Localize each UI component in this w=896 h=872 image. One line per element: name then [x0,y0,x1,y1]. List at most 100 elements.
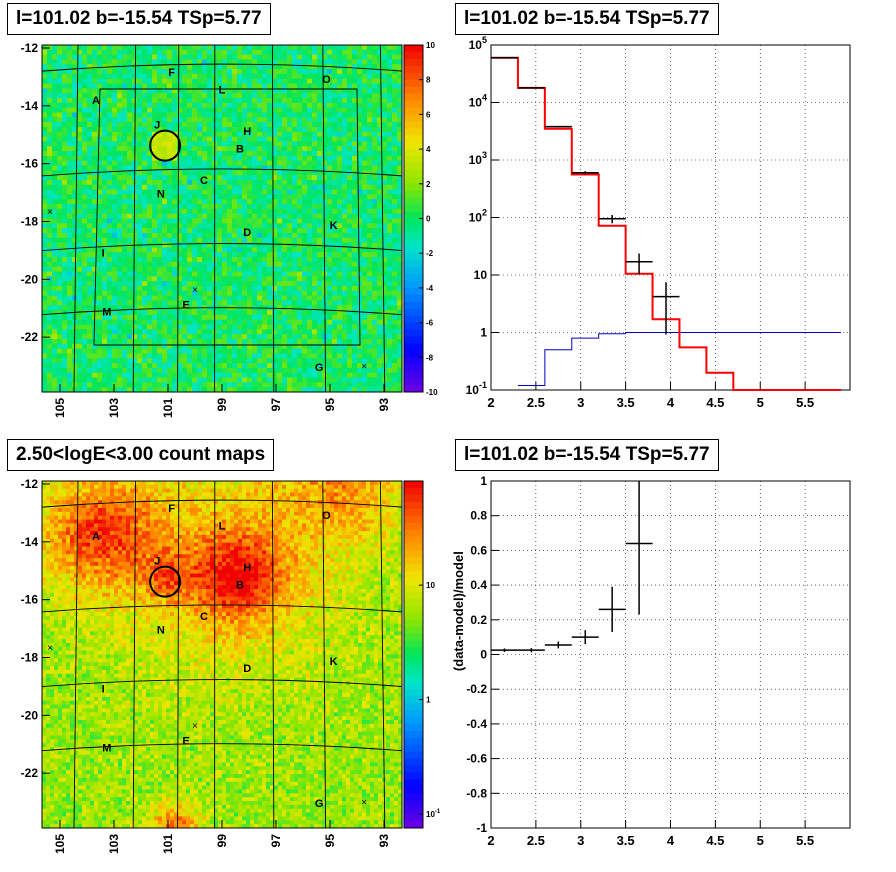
source-label: C [200,611,208,623]
target-circle [149,565,182,598]
y-tick-label: -18 [21,215,39,229]
y-tick-label: -18 [21,651,39,665]
x-tick-label: 105 [53,834,67,854]
colorbar-tick-label: -8 [426,353,434,362]
x-tick-label: 3 [577,395,584,410]
count-map-panel: A B C D E F G H I J K L M N O × × × -12 -14 -16 -18 -20 -22 105 1… [0,436,448,872]
colorbar-tick-label: 6 [426,110,431,119]
residual-ratio-panel: 2 2.5 3 3.5 4 4.5 5 5.5 1 0.8 0.6 0.4 0.2 0 -0.2 -0.4 -0… [448,436,896,872]
count-source-labels: A B C D E F G H I J K L M N O [92,503,338,810]
colorbar-tick-label: -2 [426,249,434,258]
x-tick-label: 2 [487,395,494,410]
target-circle [149,129,182,162]
grid-latitude-line [41,499,403,508]
x-tick-label: 2 [487,833,494,848]
y-tick-label: 0.6 [470,543,487,557]
grid-latitude-line [41,679,403,687]
source-label: B [236,580,244,592]
residual-coord-grid [41,44,403,393]
x-marker: × [47,207,53,218]
y-tick-label: -16 [21,593,39,607]
residual-pixels [42,45,403,393]
grid-longitude-line [271,44,275,393]
x-tick-label: 95 [323,834,337,848]
y-tick-label: -14 [21,535,39,549]
source-label: G [315,798,324,810]
source-label: K [330,220,338,232]
x-tick-label: 5.5 [796,833,814,848]
source-label: O [322,510,331,522]
y-tick-label: -22 [21,330,39,344]
count-pixels [42,481,403,829]
x-tick-label: 99 [215,834,229,848]
source-label: H [243,126,251,138]
source-label: M [102,743,111,755]
grid-longitude-line [322,44,327,393]
x-tick-label: 4 [667,833,675,848]
source-label: E [182,300,189,312]
y-tick-label: -22 [21,766,39,780]
y-tick-label: 103 [469,150,487,167]
x-marker: × [47,643,53,654]
grid-latitude-line [41,63,403,72]
x-tick-label: 4 [667,395,675,410]
colorbar-tick-label: 10 [426,581,435,590]
y-tick-label: -20 [21,272,39,286]
residual-ratio-svg: 2 2.5 3 3.5 4 4.5 5 5.5 1 0.8 0.6 0.4 0.2 0 -0.2 -0.4 -0… [451,474,851,848]
y-tick-label: 0 [480,648,487,662]
x-marker: × [192,285,198,296]
y-tick-label: 0.2 [470,613,487,627]
residual-map-title: l=101.02 b=-15.54 TSp=5.77 [7,3,271,35]
x-tick-label: 4.5 [706,833,724,848]
x-tick-label: 5.5 [796,395,814,410]
source-label: A [92,95,100,107]
x-tick-label: 105 [53,398,67,418]
y-tick-label: 102 [469,208,487,225]
x-tick-label: 101 [161,398,175,418]
y-tick-label: -12 [21,477,39,491]
source-label: J [154,119,160,131]
grid-latitude-line [41,307,403,316]
grid-latitude-line [41,743,403,752]
colorbar-tick-label: -4 [426,284,434,293]
y-axis-label: (data-model)/model [451,551,466,671]
colorbar-tick-label: 0 [426,215,431,224]
y-tick-label: 105 [469,35,487,52]
roi-boundary [93,88,361,346]
grid-latitude-line [41,604,403,613]
colorbar-tick-label: -10 [426,388,438,397]
x-tick-label: 103 [107,834,121,854]
count-map-svg: A B C D E F G H I J K L M N O × × × -12 -14 -16 -18 -20 -22 105 1… [21,477,441,854]
y-tick-label: -0.4 [466,717,487,731]
y-tick-label: -0.8 [466,786,487,800]
grid-longitude-line [73,44,79,393]
source-label: A [92,531,100,543]
background-model-line [517,332,842,386]
source-label: J [154,555,160,567]
y-tick-label: 10-1 [466,380,487,397]
spectrum-title: l=101.02 b=-15.54 TSp=5.77 [455,3,719,35]
grid-longitude-line [322,480,327,829]
grid-longitude-line [73,480,79,829]
residual-colorbar: 10 8 6 4 2 0 -2 -4 -6 -8 -10 [403,41,438,397]
x-tick-label: 2.5 [527,395,545,410]
y-tick-label: -20 [21,708,39,722]
grid-longitude-line [177,480,180,829]
y-tick-label: -1 [476,821,487,835]
y-tick-label: 0.8 [470,509,487,523]
source-label: D [243,663,251,675]
ratio-grid [491,481,850,828]
source-label: B [236,144,244,156]
x-tick-label: 97 [269,834,283,848]
x-tick-label: 3 [577,833,584,848]
grid-longitude-line [271,480,275,829]
y-tick-label: 104 [469,93,487,110]
x-tick-label: 93 [377,834,391,848]
x-tick-label: 97 [269,398,283,412]
source-label: M [102,307,111,319]
source-label: L [219,521,226,533]
model-line [491,56,842,391]
y-tick-label: 1 [480,474,487,488]
colorbar-tick-label: 8 [426,76,431,85]
